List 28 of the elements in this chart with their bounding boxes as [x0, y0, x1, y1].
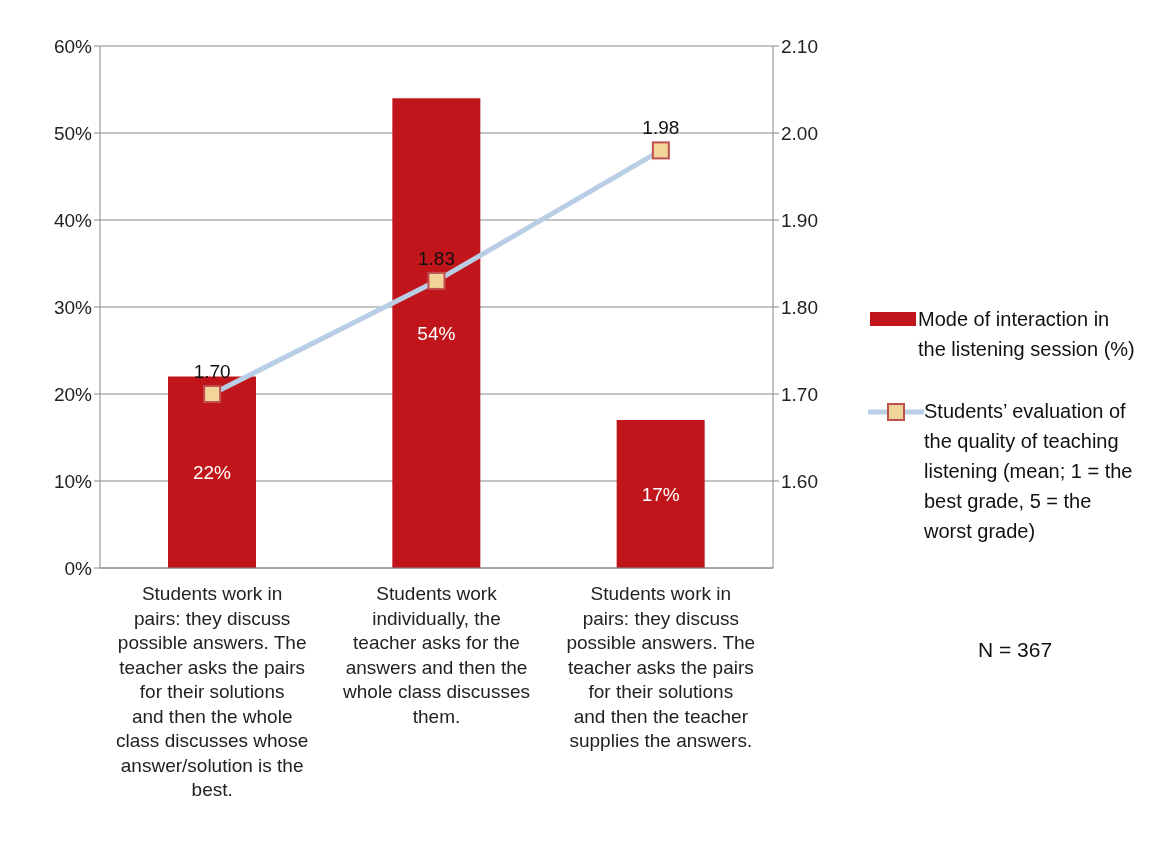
bar	[616, 420, 705, 568]
y-tick-label: 20%	[53, 383, 93, 405]
data-label: 1.70	[193, 361, 231, 382]
data-label: 22%	[192, 462, 232, 484]
data-label: 1.98	[642, 117, 680, 139]
y2-tick-label: 2.00	[781, 122, 818, 144]
data-label: 54%	[417, 322, 456, 344]
y2-tick-label: 1.60	[781, 470, 818, 492]
bar	[168, 376, 256, 568]
y-tick-label: 30%	[53, 296, 93, 318]
y-tick-label: 50%	[53, 122, 93, 144]
data-label: 1.83	[418, 247, 455, 269]
category-label: Students work in pairs: they discuss possible answers. The teacher asks the pairs for their solutions and then the whole class discusses whose answer/solution is the best.	[116, 583, 309, 800]
y2-tick-label: 2.10	[781, 35, 818, 57]
y-tick-label: 60%	[53, 35, 93, 57]
bar	[392, 98, 481, 568]
x-tick-label: Students work in pairs: they discuss possible answers. The teacher asks the pairs for their solutions and then the teacher supplies the answers.	[566, 583, 756, 751]
y-tick-label: 10%	[53, 470, 93, 492]
data-label: 17%	[641, 483, 680, 505]
legend-label: Mode of interaction in the listening session (%)	[918, 307, 1136, 362]
y-tick-label: 40%	[53, 209, 93, 231]
text: N = 367	[978, 638, 1053, 662]
x-tick-label: Students work individually, the teacher asks for the answers and then the whole class discusses them.	[342, 583, 530, 727]
y2-tick-label: 1.90	[781, 209, 818, 231]
y-tick-label: 0%	[64, 557, 93, 579]
y2-tick-label: 1.70	[781, 383, 818, 405]
legend-label: Students’ evaluation of the quality of teaching listening (mean; 1 = the best grade, 5 = the worst grade)	[924, 399, 1134, 544]
y2-tick-label: 1.80	[781, 296, 818, 318]
